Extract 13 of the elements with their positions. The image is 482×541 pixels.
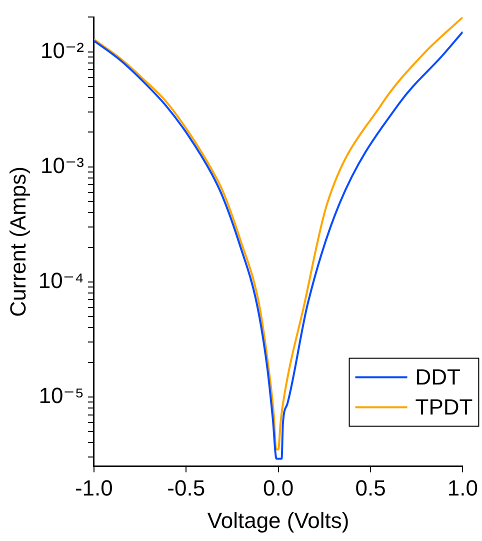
- x-tick-label: -0.5: [167, 475, 206, 500]
- x-tick-label: -1.0: [74, 475, 113, 500]
- y-tick-label: 10⁻⁵: [38, 383, 84, 408]
- legend-label: TPDT: [415, 394, 473, 420]
- y-tick-label: 10⁻⁴: [38, 268, 84, 293]
- x-tick-label: 0.5: [355, 475, 386, 500]
- x-tick-label: 1.0: [447, 475, 478, 500]
- y-tick-label: 10⁻³: [40, 152, 84, 178]
- y-tick-label: 10⁻²: [40, 38, 84, 63]
- y-axis-title: Current (Amps): [5, 166, 30, 317]
- legend-label: DDT: [415, 364, 460, 390]
- x-tick-label: 0.0: [263, 475, 294, 500]
- x-axis-title: Voltage (Volts): [207, 508, 350, 533]
